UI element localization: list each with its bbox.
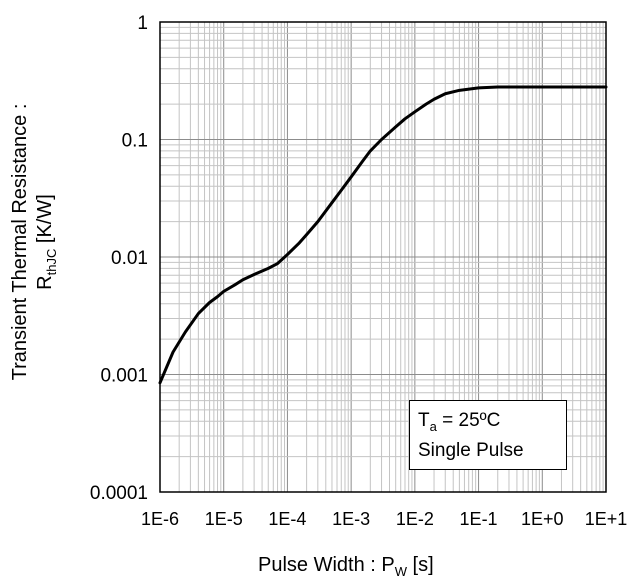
x-axis-label: Pulse Width : PW [s] bbox=[258, 554, 434, 579]
temperature-condition: Ta = 25ºC bbox=[418, 409, 566, 439]
y-axis-label-line1: Transient Thermal Resistance : bbox=[9, 103, 31, 381]
x-axis-label-unit: [s] bbox=[407, 554, 434, 576]
y-axis-label-unit: [K/W] bbox=[34, 194, 56, 249]
x-tick-label: 1E-5 bbox=[205, 509, 243, 529]
y-axis-label: Transient Thermal Resistance : RthJC [K/… bbox=[8, 104, 64, 381]
y-tick-label: 0.01 bbox=[111, 248, 148, 269]
temperature-symbol: T bbox=[418, 410, 430, 431]
y-axis-label-subscript: thJC bbox=[44, 248, 59, 276]
x-axis-label-subscript: W bbox=[394, 564, 407, 579]
y-axis-label-symbol: R bbox=[34, 275, 56, 290]
x-tick-label: 1E-1 bbox=[460, 509, 498, 529]
y-axis-label-line2: RthJC [K/W] bbox=[33, 104, 64, 381]
x-axis-label-text: Pulse Width : P bbox=[258, 554, 395, 576]
y-tick-label: 0.1 bbox=[122, 131, 148, 152]
y-tick-label: 1 bbox=[137, 13, 148, 34]
x-tick-label: 1E+1 bbox=[585, 509, 628, 529]
x-tick-labels: 1E-6 1E-5 1E-4 1E-3 1E-2 1E-1 1E+0 1E+1 bbox=[141, 509, 627, 529]
y-axis-label-area: Transient Thermal Resistance : RthJC [K/… bbox=[8, 12, 64, 472]
thermal-resistance-curve bbox=[158, 85, 608, 385]
y-tick-label: 0.0001 bbox=[90, 483, 148, 504]
x-tick-label: 1E-6 bbox=[141, 509, 179, 529]
temperature-subscript: a bbox=[429, 418, 437, 434]
x-tick-label: 1E-2 bbox=[396, 509, 434, 529]
temperature-value: = 25ºC bbox=[436, 410, 501, 431]
plot-frame bbox=[159, 21, 607, 493]
x-tick-label: 1E-3 bbox=[332, 509, 370, 529]
condition-annotation: Ta = 25ºC Single Pulse bbox=[409, 400, 567, 470]
x-tick-label: 1E+0 bbox=[521, 509, 564, 529]
y-tick-label: 0.001 bbox=[100, 366, 148, 387]
pulse-condition: Single Pulse bbox=[418, 439, 524, 461]
x-tick-label: 1E-4 bbox=[268, 509, 306, 529]
y-tick-labels: 1 0.1 0.01 0.001 0.0001 bbox=[90, 13, 148, 504]
